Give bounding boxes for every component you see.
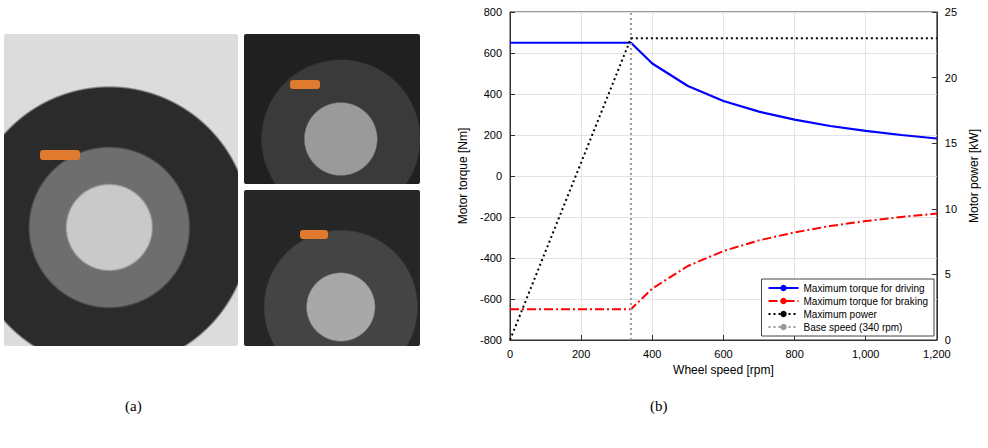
svg-text:0: 0: [496, 170, 502, 182]
svg-text:-600: -600: [480, 293, 502, 305]
svg-text:200: 200: [484, 129, 502, 141]
svg-text:1,000: 1,000: [852, 348, 880, 360]
svg-text:600: 600: [714, 348, 732, 360]
svg-text:20: 20: [945, 72, 957, 84]
svg-text:400: 400: [643, 348, 661, 360]
svg-text:0: 0: [945, 334, 951, 346]
svg-text:25: 25: [945, 6, 957, 18]
svg-text:800: 800: [484, 6, 502, 18]
html-text:(b): (b): [650, 398, 668, 414]
svg-text:-800: -800: [480, 334, 502, 346]
svg-text:Maximum power: Maximum power: [804, 309, 878, 320]
html-text:(a): (a): [125, 398, 142, 414]
svg-text:Base speed (340 rpm): Base speed (340 rpm): [804, 322, 903, 333]
svg-text:600: 600: [484, 47, 502, 59]
svg-text:-200: -200: [480, 211, 502, 223]
svg-text:Maximum torque for driving: Maximum torque for driving: [804, 283, 925, 294]
svg-text:1,200: 1,200: [923, 348, 951, 360]
svg-text:Maximum torque for braking: Maximum torque for braking: [804, 296, 929, 307]
svg-text:0: 0: [507, 348, 513, 360]
svg-text:5: 5: [945, 268, 951, 280]
svg-text:10: 10: [945, 203, 957, 215]
svg-text:Motor power [kW]: Motor power [kW]: [967, 129, 981, 223]
svg-text:Wheel speed [rpm]: Wheel speed [rpm]: [673, 363, 774, 377]
svg-text:15: 15: [945, 137, 957, 149]
svg-text:400: 400: [484, 88, 502, 100]
svg-text:200: 200: [572, 348, 590, 360]
svg-text:-400: -400: [480, 252, 502, 264]
svg-text:800: 800: [785, 348, 803, 360]
svg-text:Motor torque [Nm]: Motor torque [Nm]: [456, 128, 470, 225]
